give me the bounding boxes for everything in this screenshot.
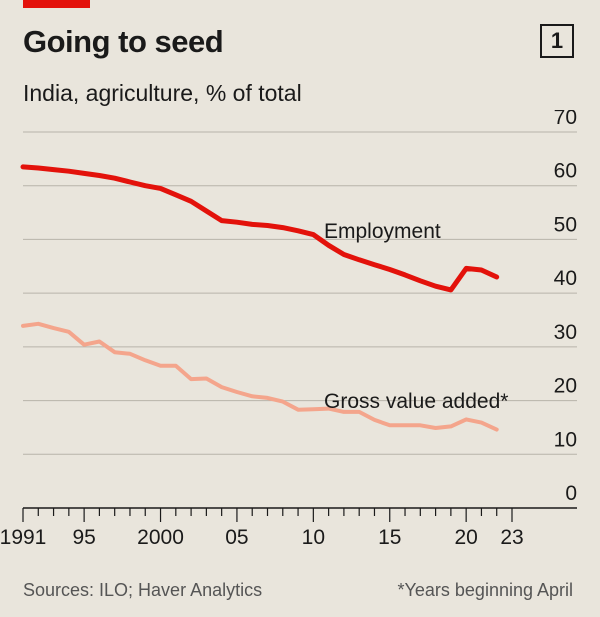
y-tick-label: 10 — [554, 428, 577, 451]
x-tick-label: 2000 — [137, 526, 184, 549]
y-tick-label: 60 — [554, 160, 577, 183]
x-tick-label: 20 — [454, 526, 477, 549]
x-tick-label: 1991 — [0, 526, 46, 549]
chart-subtitle: India, agriculture, % of total — [23, 80, 302, 106]
x-tick-label: 95 — [72, 526, 95, 549]
line-chart: 0 10 20 30 40 50 60 70 Employment Gross value ad… — [0, 110, 577, 549]
series-annotation: Employment — [324, 220, 441, 243]
source-note: Sources: ILO; Haver Analytics — [23, 580, 263, 600]
x-tick-label: 15 — [378, 526, 401, 549]
y-tick-label: 0 — [565, 482, 577, 505]
brand-tag — [23, 0, 90, 8]
y-tick-label: 30 — [554, 321, 577, 344]
y-axis-labels: 0 10 20 30 40 50 60 70 — [554, 110, 577, 505]
figure-number-badge: 1 — [540, 24, 574, 58]
series-line — [20, 164, 500, 293]
series-line — [21, 321, 499, 432]
series-lines — [20, 164, 500, 432]
series-annotations: Employment Gross value added* — [324, 220, 508, 413]
x-axis: 1991 95 2000 05 10 15 20 23 — [0, 507, 577, 549]
series-annotation: Gross value added* — [324, 390, 508, 413]
footnote: *Years beginning April — [397, 580, 573, 600]
y-tick-label: 50 — [554, 213, 577, 236]
x-tick-label: 10 — [302, 526, 325, 549]
y-tick-label: 70 — [554, 110, 577, 129]
x-tick-label: 23 — [500, 526, 523, 549]
y-tick-label: 40 — [554, 267, 577, 290]
gridlines — [23, 131, 577, 455]
y-tick-label: 20 — [554, 375, 577, 398]
x-tick-label: 05 — [225, 526, 248, 549]
chart-title: Going to seed — [23, 24, 224, 59]
